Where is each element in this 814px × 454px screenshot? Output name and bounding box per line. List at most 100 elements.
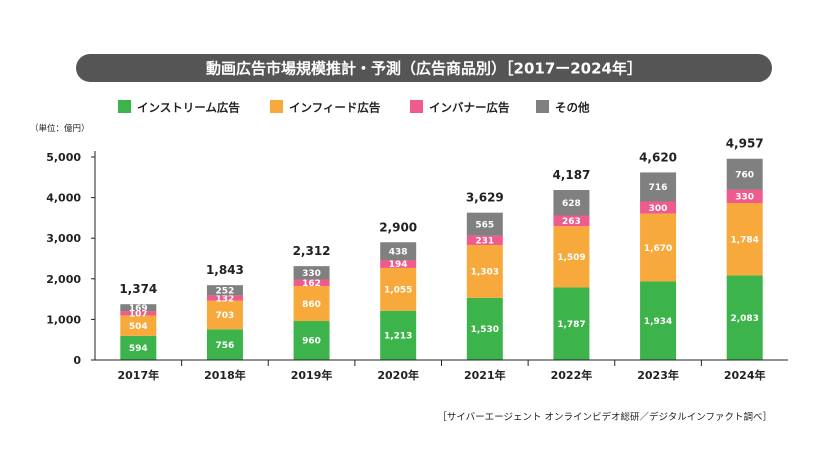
legend-label: インフィード広告 [289, 101, 381, 115]
bar-value-label: 504 [129, 322, 148, 332]
bar-stack: 2,083 1,784 330 760 4,957 [726, 137, 764, 360]
bar-value-label: 1,530 [471, 325, 499, 335]
bar-segment [726, 189, 763, 203]
chart-title: 動画広告市場規模推計・予測（広告商品別）［2017ー2024年］ [206, 60, 642, 78]
x-tick-label: 2018年 [204, 368, 246, 382]
bar-stack: 1,530 1,303 231 565 3,629 [466, 191, 504, 360]
bar-value-label: 1,934 [644, 317, 672, 327]
bar-value-label: 1,055 [384, 286, 412, 296]
bar-segment [120, 304, 157, 312]
y-tick-label: 1,000 [46, 313, 81, 326]
bar-segment [120, 311, 157, 316]
bar-value-label: 194 [389, 260, 408, 270]
bar-value-label: 231 [475, 236, 494, 246]
bar-value-label: 2,083 [730, 314, 758, 324]
bar-value-label: 628 [562, 199, 581, 209]
bar-value-label: 1,303 [471, 268, 499, 278]
bar-segment [206, 285, 243, 296]
y-tick-label: 3,000 [46, 232, 81, 245]
bar-value-label: 756 [216, 341, 235, 351]
bar-value-label: 107 [129, 309, 148, 319]
bar-segment [726, 158, 763, 190]
bar-value-label: 1,784 [730, 235, 758, 245]
bar-segment [206, 329, 243, 360]
legend-item: その他 [536, 100, 590, 115]
x-tick-label: 2019年 [291, 368, 333, 382]
chart-title-banner: 動画広告市場規模推計・予測（広告商品別）［2017ー2024年］ [76, 54, 772, 82]
bar-value-label: 760 [735, 170, 754, 180]
x-tick-label: 2023年 [637, 368, 679, 382]
bar-total-label: 3,629 [466, 191, 504, 205]
bar-total-label: 4,187 [552, 168, 590, 182]
bar-value-label: 263 [562, 217, 581, 227]
bar-segment [466, 235, 503, 245]
bar-value-label: 1,213 [384, 332, 412, 342]
bar-segment [640, 281, 677, 360]
bar-segment [293, 279, 330, 287]
legend: インストリーム広告 インフィード広告 インバナー広告 その他 [118, 100, 590, 115]
bar-value-label: 252 [216, 286, 235, 296]
bar-value-label: 1,670 [644, 244, 672, 254]
x-tick-label: 2021年 [464, 368, 506, 382]
bar-segment [553, 215, 590, 227]
bar-stack: 1,787 1,509 263 628 4,187 [552, 168, 590, 360]
bar-value-label: 330 [735, 193, 754, 203]
x-tick-label: 2022年 [551, 368, 593, 382]
legend-swatch [270, 100, 283, 113]
bar-segment [380, 267, 417, 311]
bar-segment [380, 242, 417, 261]
x-tick-label: 2017年 [118, 368, 160, 382]
bar-value-label: 132 [216, 294, 235, 304]
legend-swatch [410, 100, 423, 113]
y-tick-label: 0 [73, 354, 81, 367]
bar-value-label: 438 [389, 247, 408, 257]
bar-segment [380, 260, 417, 268]
y-tick-label: 4,000 [46, 192, 81, 205]
bar-total-label: 4,620 [639, 150, 677, 164]
bar-segment [553, 287, 590, 360]
bar-total-label: 4,957 [726, 137, 764, 151]
bar-value-label: 860 [302, 300, 321, 310]
y-axis: 0 1,000 2,000 3,000 4,000 5,000 [46, 151, 96, 367]
y-tick-label: 5,000 [46, 151, 81, 164]
bar-segment [466, 297, 503, 360]
bar-segment [380, 310, 417, 360]
bar-segment [120, 335, 157, 360]
bar-segment [293, 321, 330, 360]
y-tick-label: 2,000 [46, 273, 81, 286]
bar-value-label: 703 [216, 311, 235, 321]
bar-segment [726, 275, 763, 360]
source-note: ［サイバーエージェント オンラインビデオ総研／デジタルインファクト調べ］ [437, 411, 772, 423]
bar-segment [206, 300, 243, 330]
x-tick-label: 2024年 [724, 368, 766, 382]
bar-segment [293, 266, 330, 280]
bar-value-label: 1,787 [557, 320, 585, 330]
bar-value-label: 716 [649, 183, 668, 193]
legend-label: インストリーム広告 [137, 101, 240, 115]
bar-value-label: 565 [475, 220, 494, 230]
unit-label: （単位：億円） [30, 123, 90, 134]
bar-segment [553, 226, 590, 288]
bar-value-label: 330 [302, 269, 321, 279]
bar-value-label: 162 [302, 279, 321, 289]
bar-segment [466, 244, 503, 298]
bar-value-label: 960 [302, 337, 321, 347]
bar-value-label: 300 [649, 204, 668, 214]
bar-total-label: 2,900 [379, 220, 417, 234]
bar-total-label: 1,843 [206, 263, 244, 277]
bar-segment [726, 202, 763, 276]
legend-label: その他 [555, 101, 590, 115]
bar-segment [293, 286, 330, 322]
legend-item: インストリーム広告 [118, 100, 240, 115]
bar-segment [640, 172, 677, 202]
bar-stack: 1,934 1,670 300 716 4,620 [639, 150, 677, 360]
bar-segment [120, 315, 157, 336]
bar-value-label: 1,509 [557, 253, 585, 263]
title-bar [76, 54, 772, 82]
x-axis: 2017年 2018年 2019年 2020年 2021年 2022年 2023年 2024年 [95, 359, 788, 382]
